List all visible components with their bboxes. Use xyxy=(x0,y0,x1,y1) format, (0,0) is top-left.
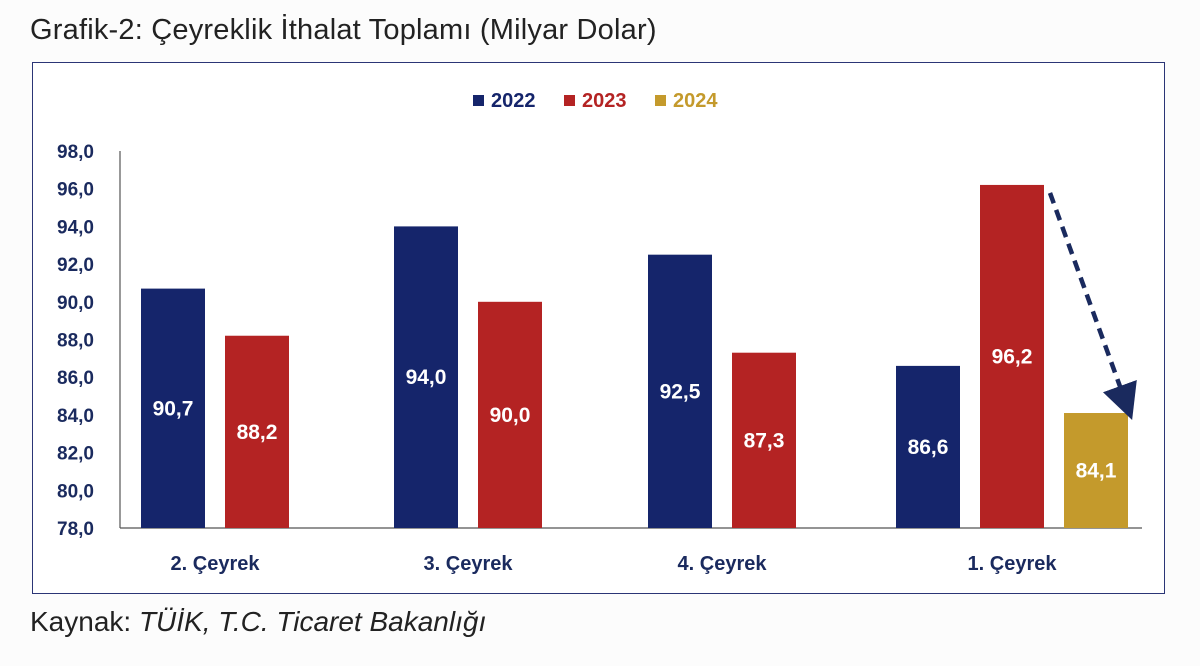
bar-2023-1 xyxy=(225,335,289,528)
bar-value-label: 86,6 xyxy=(908,436,949,459)
bar-series: 90,7 88,2 94,0 90,0 92,5 87,3 86,6 96,2 84,1 xyxy=(141,184,1128,529)
y-tick-label: 80,0 xyxy=(57,481,94,502)
y-tick-label: 82,0 xyxy=(57,444,94,465)
bar-value-label: 92,5 xyxy=(660,380,701,403)
source-text: TÜİK, T.C. Ticaret Bakanlığı xyxy=(138,606,487,637)
chart-legend: 2022 2023 2024 xyxy=(473,90,718,112)
trend-annotation xyxy=(1047,192,1137,420)
legend-swatch-2023 xyxy=(564,95,575,106)
bar-value-label: 88,2 xyxy=(237,421,278,444)
y-tick-label: 92,0 xyxy=(57,255,94,276)
bar-2023-2 xyxy=(478,301,542,528)
bar-value-label: 90,0 xyxy=(490,404,531,427)
bar-2024-4 xyxy=(1064,413,1128,528)
x-category-label: 2. Çeyrek xyxy=(171,553,261,575)
chart-title: Grafik-2: Çeyreklik İthalat Toplamı (Mil… xyxy=(30,14,657,46)
x-category-label: 4. Çeyrek xyxy=(678,553,768,575)
bar-value-label: 87,3 xyxy=(744,429,785,452)
bar-value-label: 96,2 xyxy=(992,345,1033,368)
legend-swatch-2024 xyxy=(655,95,666,106)
bar-value-label: 94,0 xyxy=(406,366,447,389)
trend-arrow xyxy=(1047,192,1137,420)
legend-label-2022: 2022 xyxy=(491,90,536,112)
legend-label-2024: 2024 xyxy=(673,90,718,112)
chart-frame xyxy=(32,62,1165,594)
legend-label-2023: 2023 xyxy=(582,90,627,112)
x-axis-labels: 2. Çeyrek 3. Çeyrek 4. Çeyrek 1. Çeyrek xyxy=(171,553,1058,575)
bar-2022-1 xyxy=(141,288,205,528)
y-tick-label: 78,0 xyxy=(57,519,94,540)
x-category-label: 3. Çeyrek xyxy=(424,553,514,575)
bar-2023-4 xyxy=(980,184,1044,528)
y-tick-label: 88,0 xyxy=(57,331,94,352)
y-tick-label: 96,0 xyxy=(57,180,94,201)
y-tick-label: 84,0 xyxy=(57,406,94,427)
y-tick-label: 98,0 xyxy=(57,142,94,163)
bar-value-label: 84,1 xyxy=(1076,460,1117,483)
legend-swatch-2022 xyxy=(473,95,484,106)
bar-2022-3 xyxy=(648,254,712,529)
bar-2022-4 xyxy=(896,365,960,528)
bar-2022-2 xyxy=(394,226,458,528)
y-tick-label: 94,0 xyxy=(57,217,94,238)
x-category-label: 1. Çeyrek xyxy=(968,553,1058,575)
source-label: Kaynak: xyxy=(30,606,132,637)
bar-value-label: 90,7 xyxy=(153,397,194,420)
y-axis-ticks: 78,0 80,0 82,0 84,0 86,0 88,0 90,0 92,0 94,0 96,0… xyxy=(57,142,94,540)
bar-chart: 2022 2023 2024 78,0 80,0 82,0 84,0 86,0 88,0 90,… xyxy=(57,90,1142,575)
y-tick-label: 86,0 xyxy=(57,368,94,389)
bar-2023-3 xyxy=(732,352,796,528)
source-note: Kaynak: TÜİK, T.C. Ticaret Bakanlığı xyxy=(30,606,486,638)
y-tick-label: 90,0 xyxy=(57,293,94,314)
